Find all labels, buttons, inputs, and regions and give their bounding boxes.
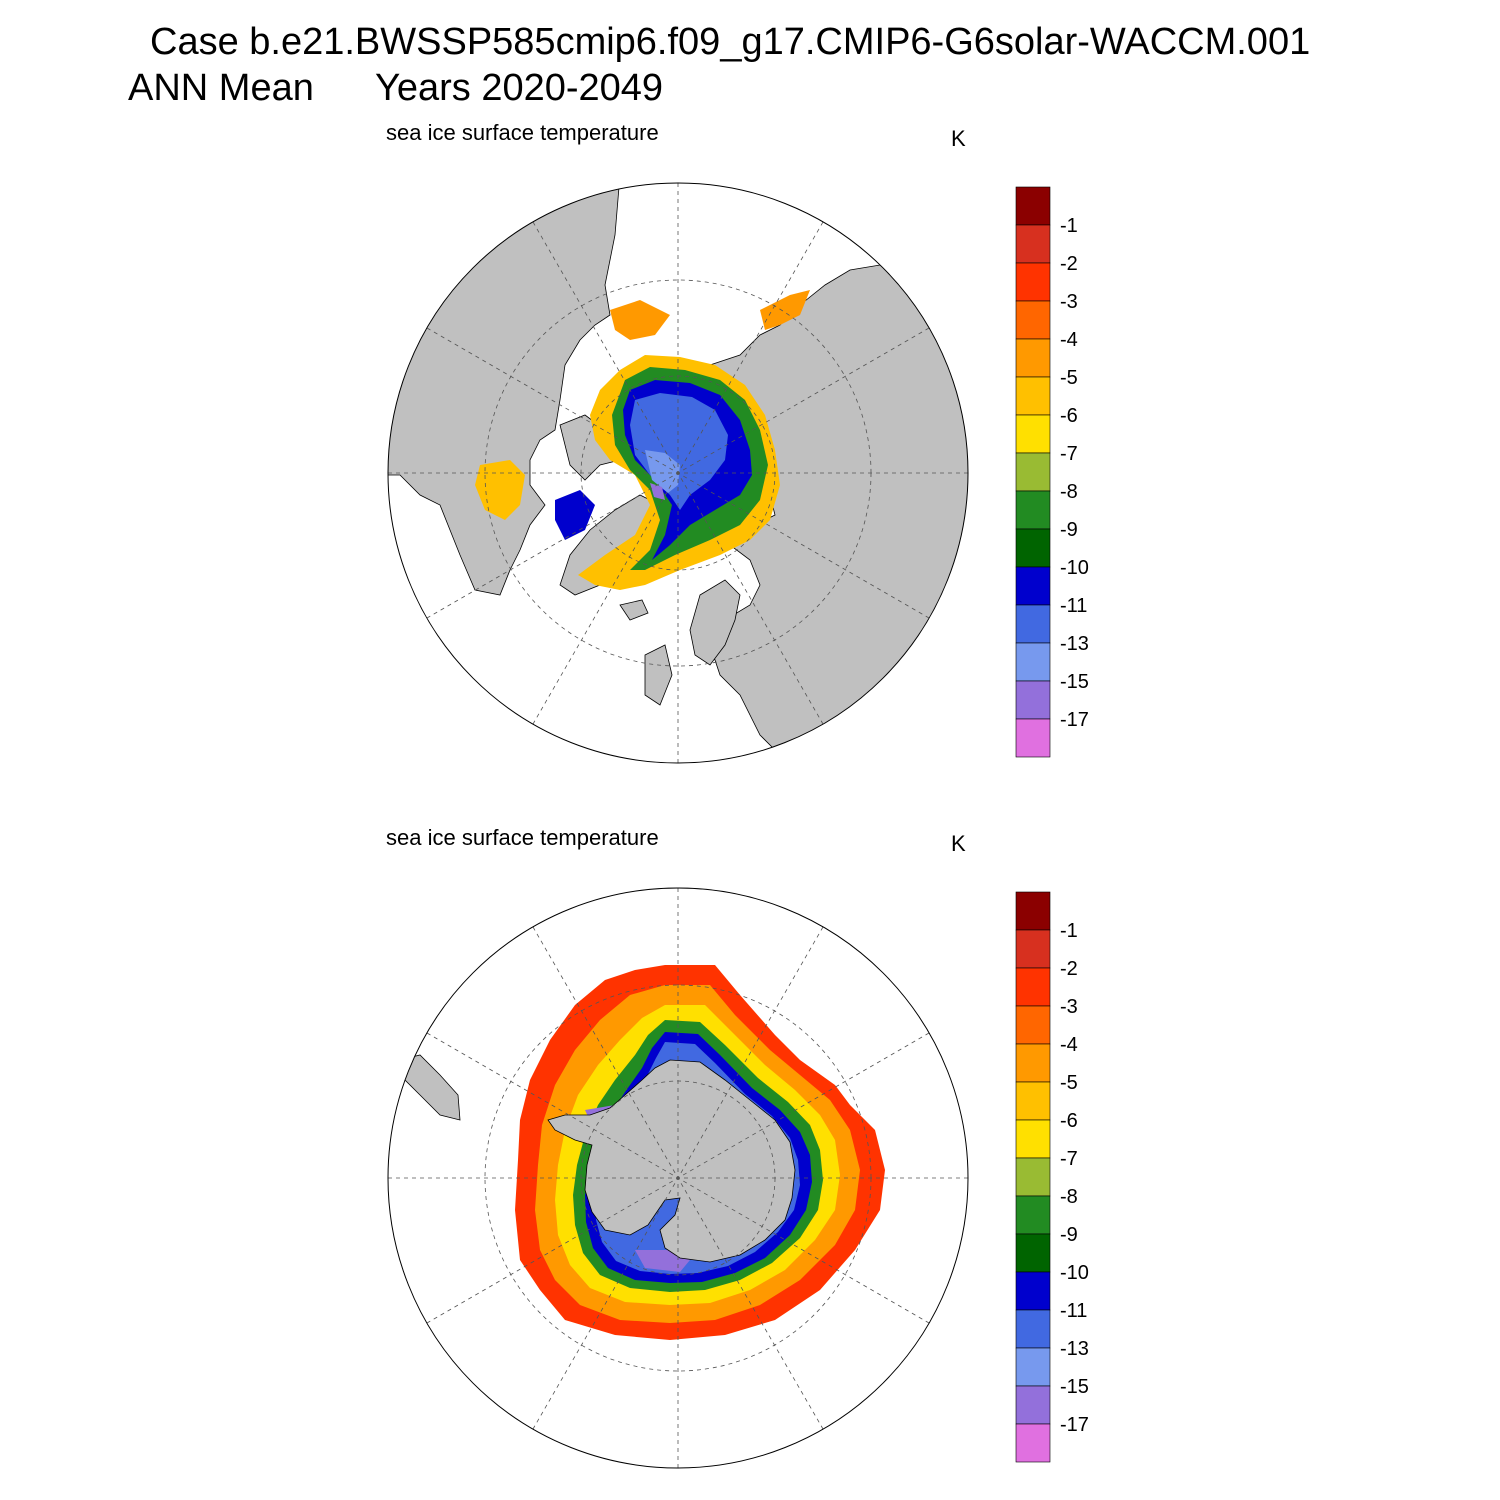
north-land-scandinavia <box>689 579 741 666</box>
north-land-iceland <box>619 599 649 621</box>
north-ice-purple <box>650 483 665 500</box>
colorbar-tick-label: -1 <box>1060 920 1078 942</box>
colorbar-swatch <box>1015 604 1051 644</box>
colorbar-swatch <box>1015 376 1051 416</box>
colorbar-tick-label: -8 <box>1060 481 1078 503</box>
colorbar-swatch <box>1015 1043 1051 1083</box>
years-label: Years 2020-2049 <box>375 67 664 109</box>
colorbar-swatch <box>1015 1309 1051 1349</box>
colorbar-swatch <box>1015 1347 1051 1387</box>
north-ice-hudson <box>475 460 525 520</box>
colorbar-swatch <box>1015 1233 1051 1273</box>
colorbar-tick-label: -11 <box>1060 1300 1087 1322</box>
north-polar-map <box>387 182 969 764</box>
colorbar-swatch <box>1015 967 1051 1007</box>
colorbar-tick-label: -13 <box>1060 633 1089 655</box>
colorbar-swatch <box>1015 1119 1051 1159</box>
colorbar-swatch <box>1015 891 1051 931</box>
colorbar-tick-label: -15 <box>1060 1376 1089 1398</box>
colorbar-tick-label: -11 <box>1060 595 1087 617</box>
colorbar-swatch <box>1015 528 1051 568</box>
south-units: K <box>951 831 966 856</box>
colorbar-swatch <box>1015 680 1051 720</box>
colorbar-tick-label: -15 <box>1060 671 1089 693</box>
colorbar-tick-label: -7 <box>1060 443 1078 465</box>
north-subtitle: sea ice surface temperature <box>386 120 659 145</box>
colorbar-swatch <box>1015 1195 1051 1235</box>
colorbar-tick-label: -17 <box>1060 709 1089 731</box>
south-polar-map <box>387 887 969 1469</box>
colorbar-tick-label: -4 <box>1060 329 1078 351</box>
colorbar-tick-label: -1 <box>1060 215 1078 237</box>
colorbar-tick-label: -9 <box>1060 519 1078 541</box>
north-map-boundary <box>387 182 969 764</box>
colorbar-swatch <box>1015 1271 1051 1311</box>
colorbar-swatch <box>1015 1385 1051 1425</box>
colorbar-tick-label: -7 <box>1060 1148 1078 1170</box>
colorbar-tick-label: -2 <box>1060 958 1078 980</box>
south-graticule <box>388 888 968 1468</box>
colorbar-swatch <box>1015 224 1051 264</box>
south-map-boundary <box>387 887 969 1469</box>
south-colorbar: -1 -2 -3 -4 -5 -6 -7 -8 -9 -10 -11 -13 -15 -17 <box>1015 891 1089 1463</box>
colorbar-tick-label: -8 <box>1060 1186 1078 1208</box>
colorbar-swatch <box>1015 490 1051 530</box>
case-title: Case b.e21.BWSSP585cmip6.f09_g17.CMIP6-G… <box>150 21 1311 63</box>
north-ice-okhotsk <box>760 290 810 330</box>
colorbar-swatch <box>1015 452 1051 492</box>
colorbar-swatch <box>1015 642 1051 682</box>
north-land-british-isles <box>644 644 673 706</box>
colorbar-tick-label: -5 <box>1060 1072 1078 1094</box>
colorbar-swatch <box>1015 338 1051 378</box>
colorbar-swatch <box>1015 929 1051 969</box>
colorbar-swatch <box>1015 1157 1051 1197</box>
colorbar-tick-label: -2 <box>1060 253 1078 275</box>
colorbar-tick-label: -10 <box>1060 557 1089 579</box>
colorbar-swatch <box>1015 566 1051 606</box>
north-ice-bering <box>610 300 670 340</box>
colorbar-tick-label: -13 <box>1060 1338 1089 1360</box>
north-colorbar: -1 -2 -3 -4 -5 -6 -7 -8 -9 -10 -11 -13 -15 -17 <box>1015 186 1089 758</box>
south-land-south-america <box>399 1054 461 1121</box>
colorbar-tick-label: -9 <box>1060 1224 1078 1246</box>
colorbar-swatch <box>1015 1423 1051 1463</box>
colorbar-tick-label: -10 <box>1060 1262 1089 1284</box>
colorbar-tick-label: -4 <box>1060 1034 1078 1056</box>
colorbar-tick-label: -6 <box>1060 405 1078 427</box>
colorbar-swatch <box>1015 718 1051 758</box>
north-ice-blue <box>630 393 728 510</box>
colorbar-swatch <box>1015 300 1051 340</box>
colorbar-swatch <box>1015 1081 1051 1121</box>
period-label: ANN Mean <box>128 67 314 109</box>
colorbar-swatch <box>1015 186 1051 226</box>
colorbar-tick-label: -17 <box>1060 1414 1089 1436</box>
colorbar-tick-label: -6 <box>1060 1110 1078 1132</box>
colorbar-tick-label: -3 <box>1060 996 1078 1018</box>
colorbar-swatch <box>1015 414 1051 454</box>
colorbar-swatch <box>1015 262 1051 302</box>
north-units: K <box>951 126 966 151</box>
colorbar-tick-label: -5 <box>1060 367 1078 389</box>
north-ice-baffin <box>555 490 595 540</box>
colorbar-tick-label: -3 <box>1060 291 1078 313</box>
colorbar-swatch <box>1015 1005 1051 1045</box>
north-graticule <box>388 183 968 763</box>
south-subtitle: sea ice surface temperature <box>386 825 659 850</box>
